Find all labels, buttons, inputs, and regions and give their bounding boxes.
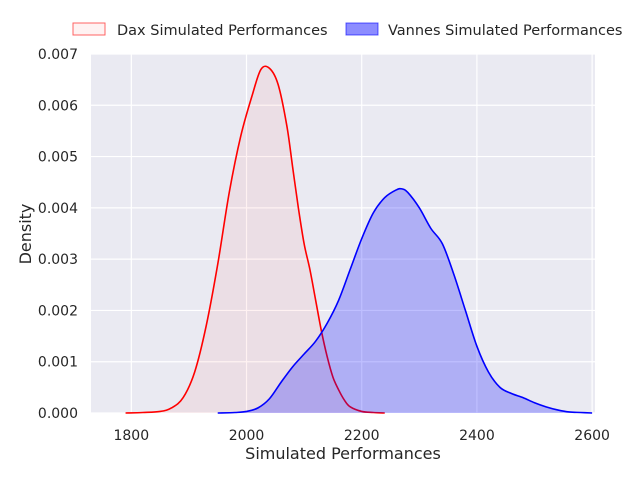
- x-tick-label: 2400: [459, 428, 495, 444]
- x-tick-label: 2000: [229, 428, 265, 444]
- legend-label-dax: Dax Simulated Performances: [117, 23, 328, 39]
- legend-label-vannes: Vannes Simulated Performances: [388, 23, 622, 39]
- tick-labels: 1800 2000 2200 2400 2600 0.000 0.001 0.002 0.003…: [38, 47, 610, 444]
- density-line-vannes: [217, 187, 593, 414]
- y-tick-label: 0.000: [38, 406, 78, 422]
- series-layer: [125, 65, 593, 414]
- density-area-vannes: [217, 188, 593, 413]
- density-line-dax: [125, 65, 385, 414]
- plot-background: [91, 54, 595, 413]
- y-tick-label: 0.006: [38, 98, 78, 114]
- legend-swatch-dax: [72, 22, 106, 36]
- legend: Dax Simulated Performances Vannes Simula…: [72, 22, 622, 39]
- y-tick-label: 0.004: [38, 201, 78, 217]
- y-tick-label: 0.005: [38, 150, 78, 166]
- grid: [91, 53, 595, 414]
- y-axis-label: Density: [16, 204, 35, 265]
- y-tick-label: 0.002: [38, 303, 78, 319]
- x-axis-label: Simulated Performances: [245, 444, 441, 463]
- x-tick-label: 2200: [344, 428, 380, 444]
- y-tick-label: 0.003: [38, 252, 78, 268]
- y-tick-label: 0.007: [38, 47, 78, 63]
- y-tick-label: 0.001: [38, 355, 78, 371]
- x-tick-label: 2600: [574, 428, 610, 444]
- legend-swatch-vannes: [345, 22, 379, 36]
- x-tick-label: 1800: [113, 428, 149, 444]
